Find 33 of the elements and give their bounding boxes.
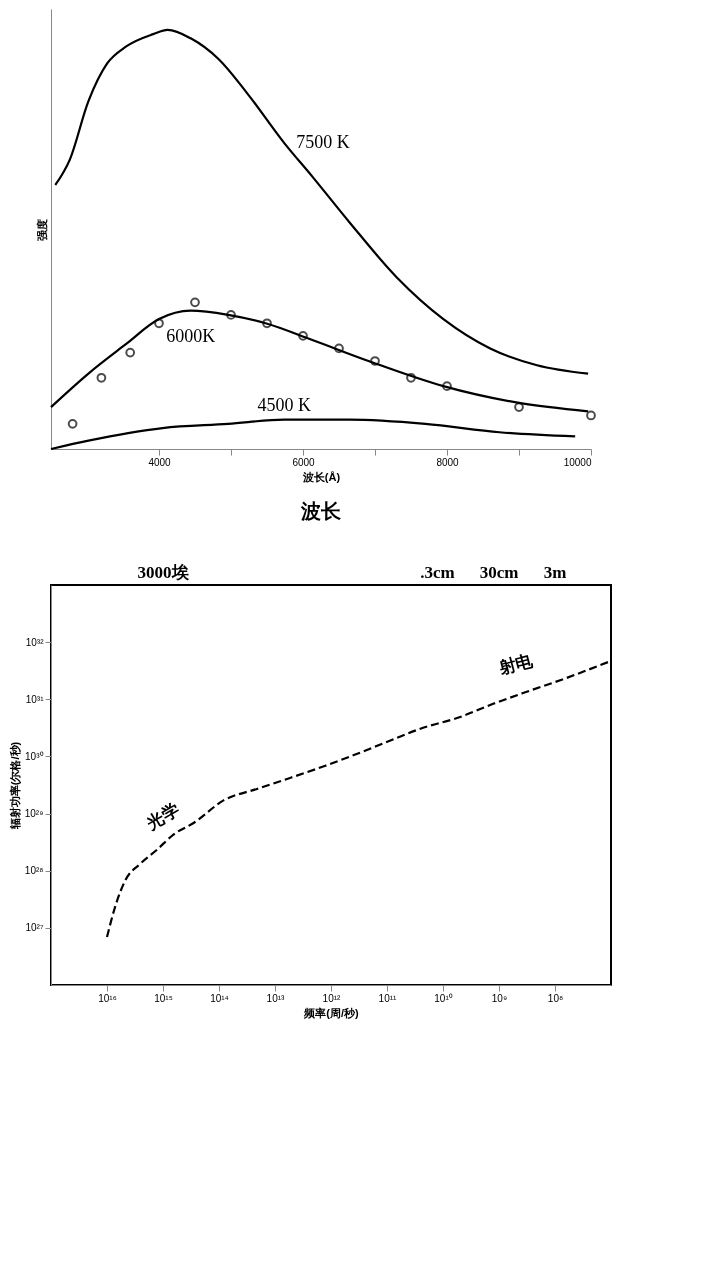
text: 波长 <box>300 500 342 522</box>
text: 30cm <box>479 563 519 582</box>
y-axis-title: 强度 <box>35 218 48 241</box>
x-tick-label: 10¹³ <box>266 992 286 1004</box>
series-label: 7500 K <box>296 132 350 153</box>
series-label: 4500 K <box>257 394 312 415</box>
x-tick-label: 10⁹ <box>491 992 508 1004</box>
x-tick-label: 8000 <box>436 456 460 468</box>
text: 3000埃 <box>137 563 190 582</box>
x-tick-label: 10000 <box>563 456 592 468</box>
x-tick-label: 4000 <box>148 456 172 468</box>
x-tick-label: 10¹¹ <box>378 992 398 1004</box>
y-axis-title: 辐射功率(尔格/秒) <box>8 741 21 831</box>
y-tick-label: 10²⁸ <box>24 865 44 877</box>
x-tick-label: 6000 <box>292 456 316 468</box>
text: .3cm <box>420 563 455 582</box>
x-tick-label: 10⁸ <box>547 992 564 1004</box>
y-tick-label: 10³⁰ <box>25 750 44 762</box>
annotation: 射电 <box>495 650 536 679</box>
text: 3m <box>543 563 567 582</box>
x-tick-label: 10¹⁵ <box>154 992 173 1004</box>
x-tick-label: 10¹⁶ <box>98 992 117 1004</box>
x-tick-label: 10¹⁰ <box>434 992 453 1004</box>
annotation: 光学 <box>142 799 183 834</box>
y-tick-label: 10²⁹ <box>24 808 44 820</box>
x-tick-label: 10¹⁴ <box>210 992 229 1004</box>
series-label: 6000K <box>166 325 216 346</box>
x-tick-label: 10¹² <box>322 992 342 1004</box>
y-tick-label: 10³² <box>25 636 45 648</box>
x-axis-title: 频率(周/秒) <box>303 1006 360 1019</box>
x-axis-title: 波长(Å) <box>301 470 341 483</box>
y-tick-label: 10³¹ <box>25 693 45 705</box>
y-tick-label: 10²⁷ <box>25 922 44 934</box>
